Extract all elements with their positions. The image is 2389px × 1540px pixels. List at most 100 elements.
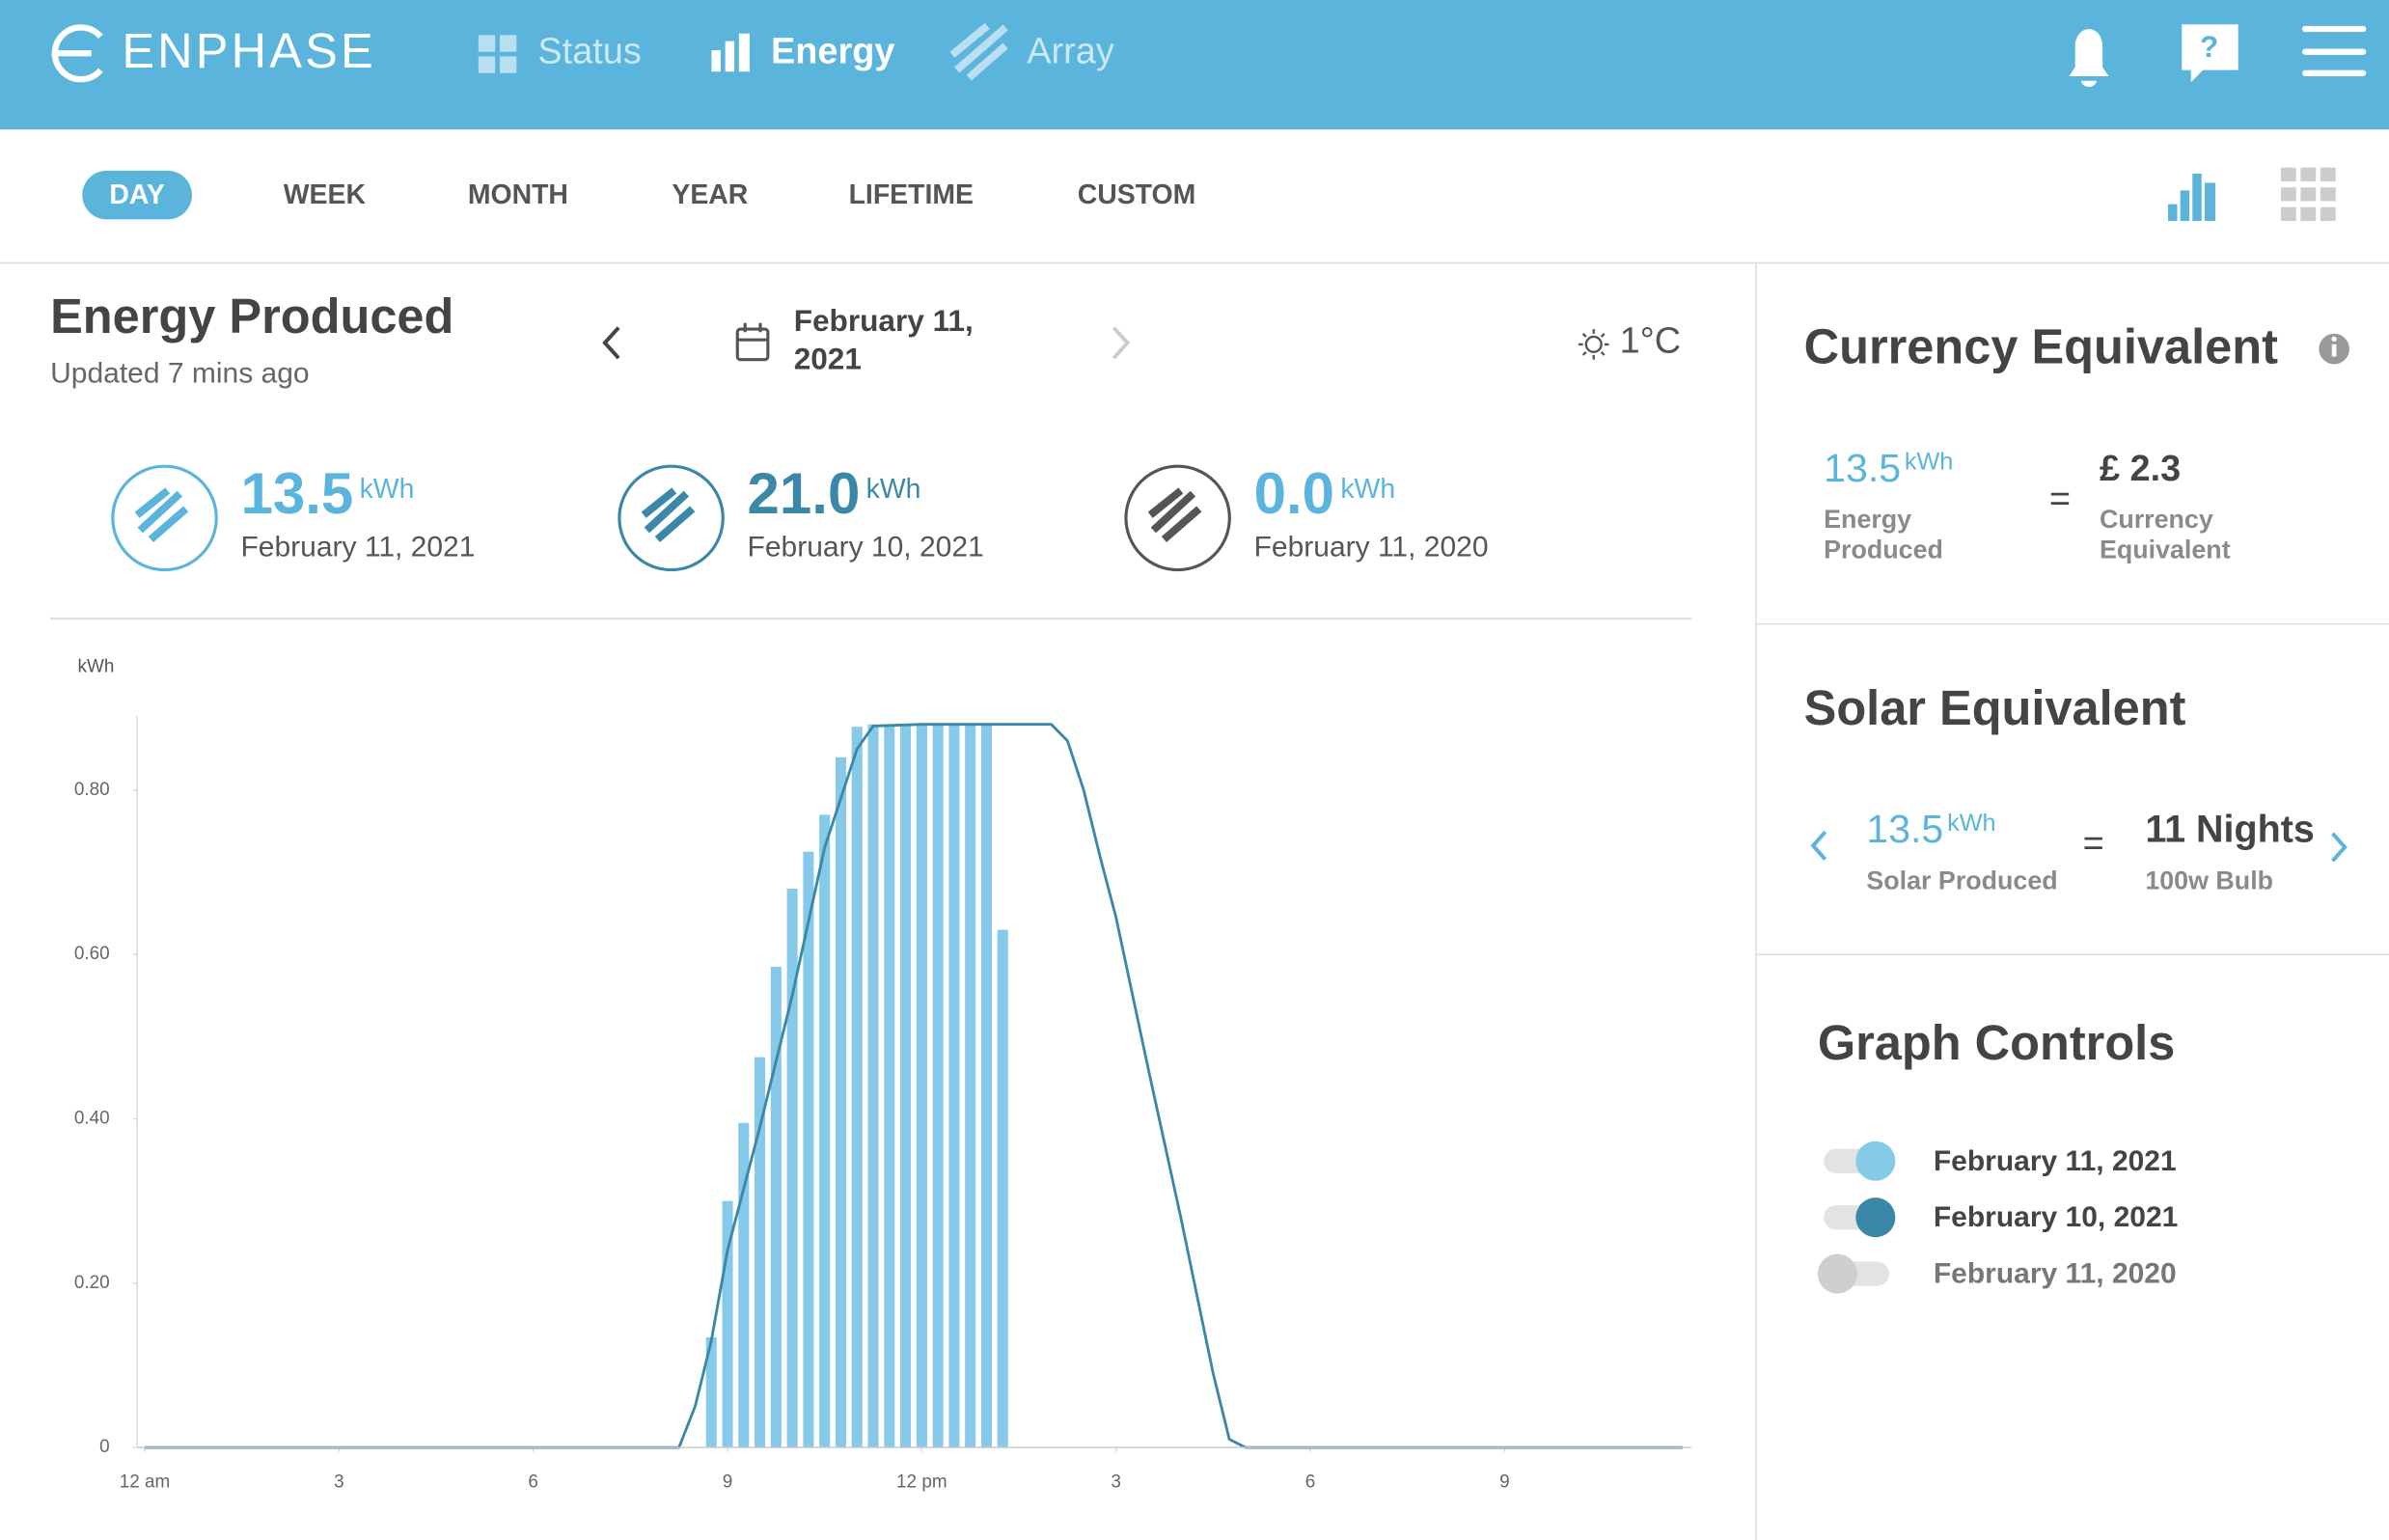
- series-icon-ring: [618, 464, 725, 572]
- tab-custom[interactable]: CUSTOM: [1078, 179, 1196, 210]
- summary-date: February 11, 2020: [1254, 531, 1489, 563]
- x-tick-label: 9: [723, 1471, 733, 1492]
- x-tick-label: 12 pm: [896, 1471, 947, 1492]
- toggle-knob: [1855, 1141, 1896, 1181]
- energy-chart: kWh 0 0.20 0.40 0.60 0.80 12 am 3 6 9 12 pm 3 6 9: [74, 657, 1691, 1492]
- tab-week[interactable]: WEEK: [284, 179, 367, 210]
- prev-day[interactable]: [602, 326, 620, 360]
- array-icon[interactable]: [949, 22, 1008, 81]
- next-day[interactable]: [1112, 326, 1131, 360]
- sun-icon: [1578, 329, 1609, 360]
- top-bar: [0, 0, 2389, 130]
- unit: kWh: [1340, 474, 1395, 505]
- bar: [916, 724, 927, 1448]
- icon-stroke: [1147, 487, 1184, 518]
- icon-stroke: [641, 487, 677, 518]
- currency-energy-label: Energy: [1824, 505, 1911, 534]
- bar: [900, 724, 912, 1448]
- graph-controls: February 11, 2021 February 10, 2021 Februa…: [1817, 1141, 2178, 1294]
- array-icon: [641, 487, 696, 542]
- solar-value-label: Solar Produced: [1866, 866, 2057, 894]
- bar: [819, 814, 831, 1448]
- icon-stroke: [137, 490, 183, 534]
- menu-button[interactable]: [2301, 25, 2367, 76]
- date-line: 2021: [794, 342, 862, 376]
- y-tick-label: 0.80: [74, 780, 110, 800]
- currency-amount-label: Currency: [2100, 505, 2213, 534]
- svg-text:?: ?: [2200, 29, 2218, 64]
- summary-date: February 11, 2021: [240, 531, 475, 563]
- array-icon: [134, 487, 189, 542]
- status-icon[interactable]: [478, 35, 517, 73]
- legend-label: February 11, 2021: [1934, 1145, 2177, 1177]
- energy-icon[interactable]: [711, 33, 750, 72]
- date-line: February 11,: [794, 303, 974, 338]
- currency-energy-label: Produced: [1824, 536, 1943, 564]
- solar-prev[interactable]: [1810, 830, 1827, 861]
- series-toggle[interactable]: [1817, 1253, 1890, 1294]
- bar: [755, 1057, 766, 1448]
- table-view-button[interactable]: [2280, 167, 2336, 221]
- icon-stroke: [1161, 506, 1202, 542]
- x-tick-label: 9: [1499, 1471, 1510, 1492]
- bar: [722, 1200, 733, 1448]
- logo[interactable]: [51, 24, 103, 83]
- chart-view-button[interactable]: [2168, 174, 2215, 221]
- currency-amount: £ 2.3: [2100, 449, 2181, 489]
- legend-label: February 10, 2021: [1934, 1201, 2178, 1233]
- series-icon-ring: [111, 464, 218, 572]
- icon-stroke: [644, 490, 690, 534]
- bar: [932, 724, 944, 1448]
- bar: [803, 851, 814, 1448]
- active-tab-pill[interactable]: [82, 170, 192, 220]
- bar: [705, 1337, 717, 1448]
- tab-day[interactable]: DAY: [109, 179, 164, 210]
- bar: [786, 889, 798, 1448]
- bar: [835, 756, 846, 1448]
- summary-value: 13.5: [240, 461, 353, 526]
- notification-bell[interactable]: [2069, 29, 2109, 88]
- x-tick-label: 6: [528, 1471, 538, 1492]
- unit: kWh: [1947, 810, 1995, 837]
- bar: [997, 929, 1008, 1448]
- currency-energy-value: 13.5: [1824, 446, 1901, 490]
- icon-stroke: [654, 506, 696, 542]
- nav-status[interactable]: Status: [537, 31, 641, 71]
- summary-value: 21.0: [748, 461, 861, 526]
- solar-value: 13.5: [1866, 807, 1943, 851]
- updated-note: Updated 7 mins ago: [50, 357, 310, 389]
- series-icon-ring: [1124, 464, 1231, 572]
- series-toggle[interactable]: [1824, 1141, 1896, 1181]
- y-tick-label: 0.20: [74, 1273, 110, 1293]
- calendar-icon[interactable]: [735, 322, 770, 362]
- unit: kWh: [360, 474, 415, 505]
- tab-year[interactable]: YEAR: [672, 179, 748, 210]
- summary-date: February 10, 2021: [748, 531, 984, 563]
- currency-title: Currency Equivalent: [1804, 319, 2278, 374]
- bar: [980, 724, 992, 1448]
- array-icon: [1147, 487, 1202, 542]
- tab-lifetime[interactable]: LIFETIME: [849, 179, 974, 210]
- series-toggle[interactable]: [1824, 1197, 1896, 1238]
- brand: ENPHASE: [122, 23, 376, 78]
- bar: [851, 727, 863, 1448]
- x-tick-label: 3: [1111, 1471, 1121, 1492]
- toggle-knob: [1817, 1253, 1857, 1294]
- bar: [867, 724, 879, 1448]
- bar: [884, 724, 895, 1448]
- nav-energy[interactable]: Energy: [771, 31, 894, 71]
- bar: [738, 1122, 750, 1448]
- tab-month[interactable]: MONTH: [468, 179, 568, 210]
- energy-title: Energy Produced: [50, 289, 453, 344]
- graph-controls-title: Graph Controls: [1818, 1015, 2175, 1070]
- currency-amount-label: Equivalent: [2100, 536, 2231, 564]
- x-tick-label: 3: [334, 1471, 344, 1492]
- info-button[interactable]: [2319, 333, 2349, 365]
- nav-array[interactable]: Array: [1027, 31, 1114, 71]
- x-tick-label: 12 am: [120, 1471, 171, 1492]
- solar-next[interactable]: [2331, 832, 2348, 863]
- help-button[interactable]: ?: [2182, 24, 2238, 83]
